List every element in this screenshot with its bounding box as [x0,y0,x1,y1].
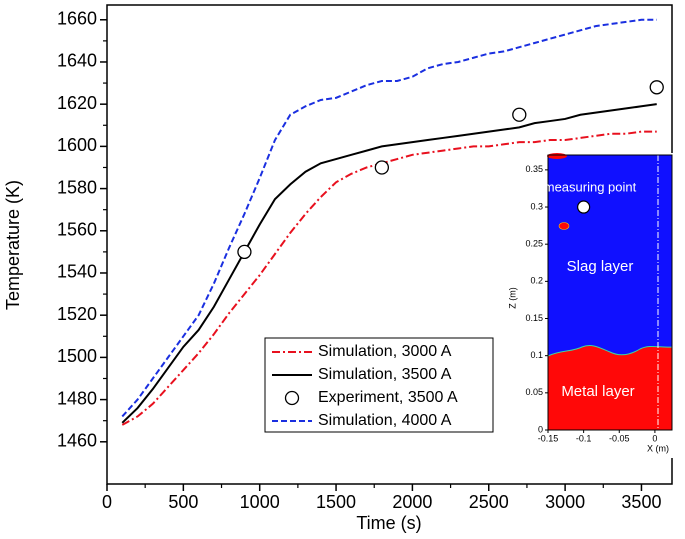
region-label: Metal layer [561,383,634,400]
x-tick-label: -0.05 [609,433,630,443]
y-tick-label: 1600 [57,135,97,155]
legend-label: Simulation, 4000 A [318,412,452,429]
x-tick-label: 2000 [392,492,432,512]
x-axis-title: X (m) [647,443,669,453]
y-axis-title: Z (m) [507,287,517,309]
y-tick-label: 0.1 [530,350,543,360]
data-point [512,107,527,122]
data-point [237,244,252,260]
legend-label: Simulation, 3000 A [318,343,452,360]
data-point [649,80,664,95]
data-point [374,160,390,175]
y-tick-label: 0.15 [525,313,543,323]
y-tick-label: 0.05 [525,387,543,397]
y-tick-label: 1660 [57,9,97,29]
metal-droplet [547,153,567,159]
series-line [121,18,657,418]
x-tick-label: -0.15 [538,433,559,443]
x-tick-label: 1500 [316,492,356,512]
y-tick-label: 1580 [57,177,97,197]
y-tick-label: 1560 [57,220,97,240]
y-tick-label: 1520 [57,304,97,324]
metal-region [547,345,673,431]
y-tick-label: 1540 [57,262,97,282]
x-tick-label: 1000 [240,492,280,512]
region-label: Slag layer [567,258,634,275]
series-line [121,130,657,426]
measuring-point [577,200,591,214]
point-label: measuring point [544,179,637,194]
metal-droplet [558,222,570,230]
y-tick-label: 0 [538,424,543,434]
y-tick-label: 0.35 [525,164,543,174]
x-tick-label: 500 [168,492,198,512]
y-axis-title: Temperature (K) [3,180,23,310]
y-tick-label: 1460 [57,431,97,451]
y-tick-label: 1640 [57,51,97,71]
y-tick-label: 1620 [57,93,97,113]
y-tick-label: 1480 [57,388,97,408]
inset-frame [547,154,673,431]
legend-box [264,337,494,433]
x-tick-label: 0 [102,492,112,512]
y-tick-label: 0.25 [525,239,543,249]
x-axis-title: Time (s) [356,513,421,533]
x-tick-label: 2500 [469,492,509,512]
y-tick-label: 1500 [57,346,97,366]
legend-label: Simulation, 3500 A [318,366,452,383]
x-tick-label: 3000 [545,492,585,512]
legend-label: Experiment, 3500 A [318,389,458,406]
y-tick-label: 0.2 [530,276,543,286]
x-tick-label: 3500 [621,492,661,512]
x-tick-label: -0.1 [576,433,592,443]
series-line [121,103,657,424]
x-tick-label: 0 [652,433,657,443]
legend-swatch [284,390,300,406]
y-tick-label: 0.3 [530,201,543,211]
